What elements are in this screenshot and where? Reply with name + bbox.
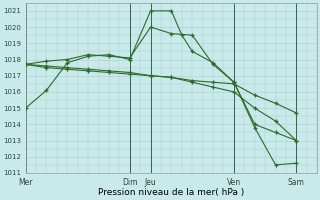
X-axis label: Pression niveau de la mer( hPa ): Pression niveau de la mer( hPa ) xyxy=(98,188,244,197)
